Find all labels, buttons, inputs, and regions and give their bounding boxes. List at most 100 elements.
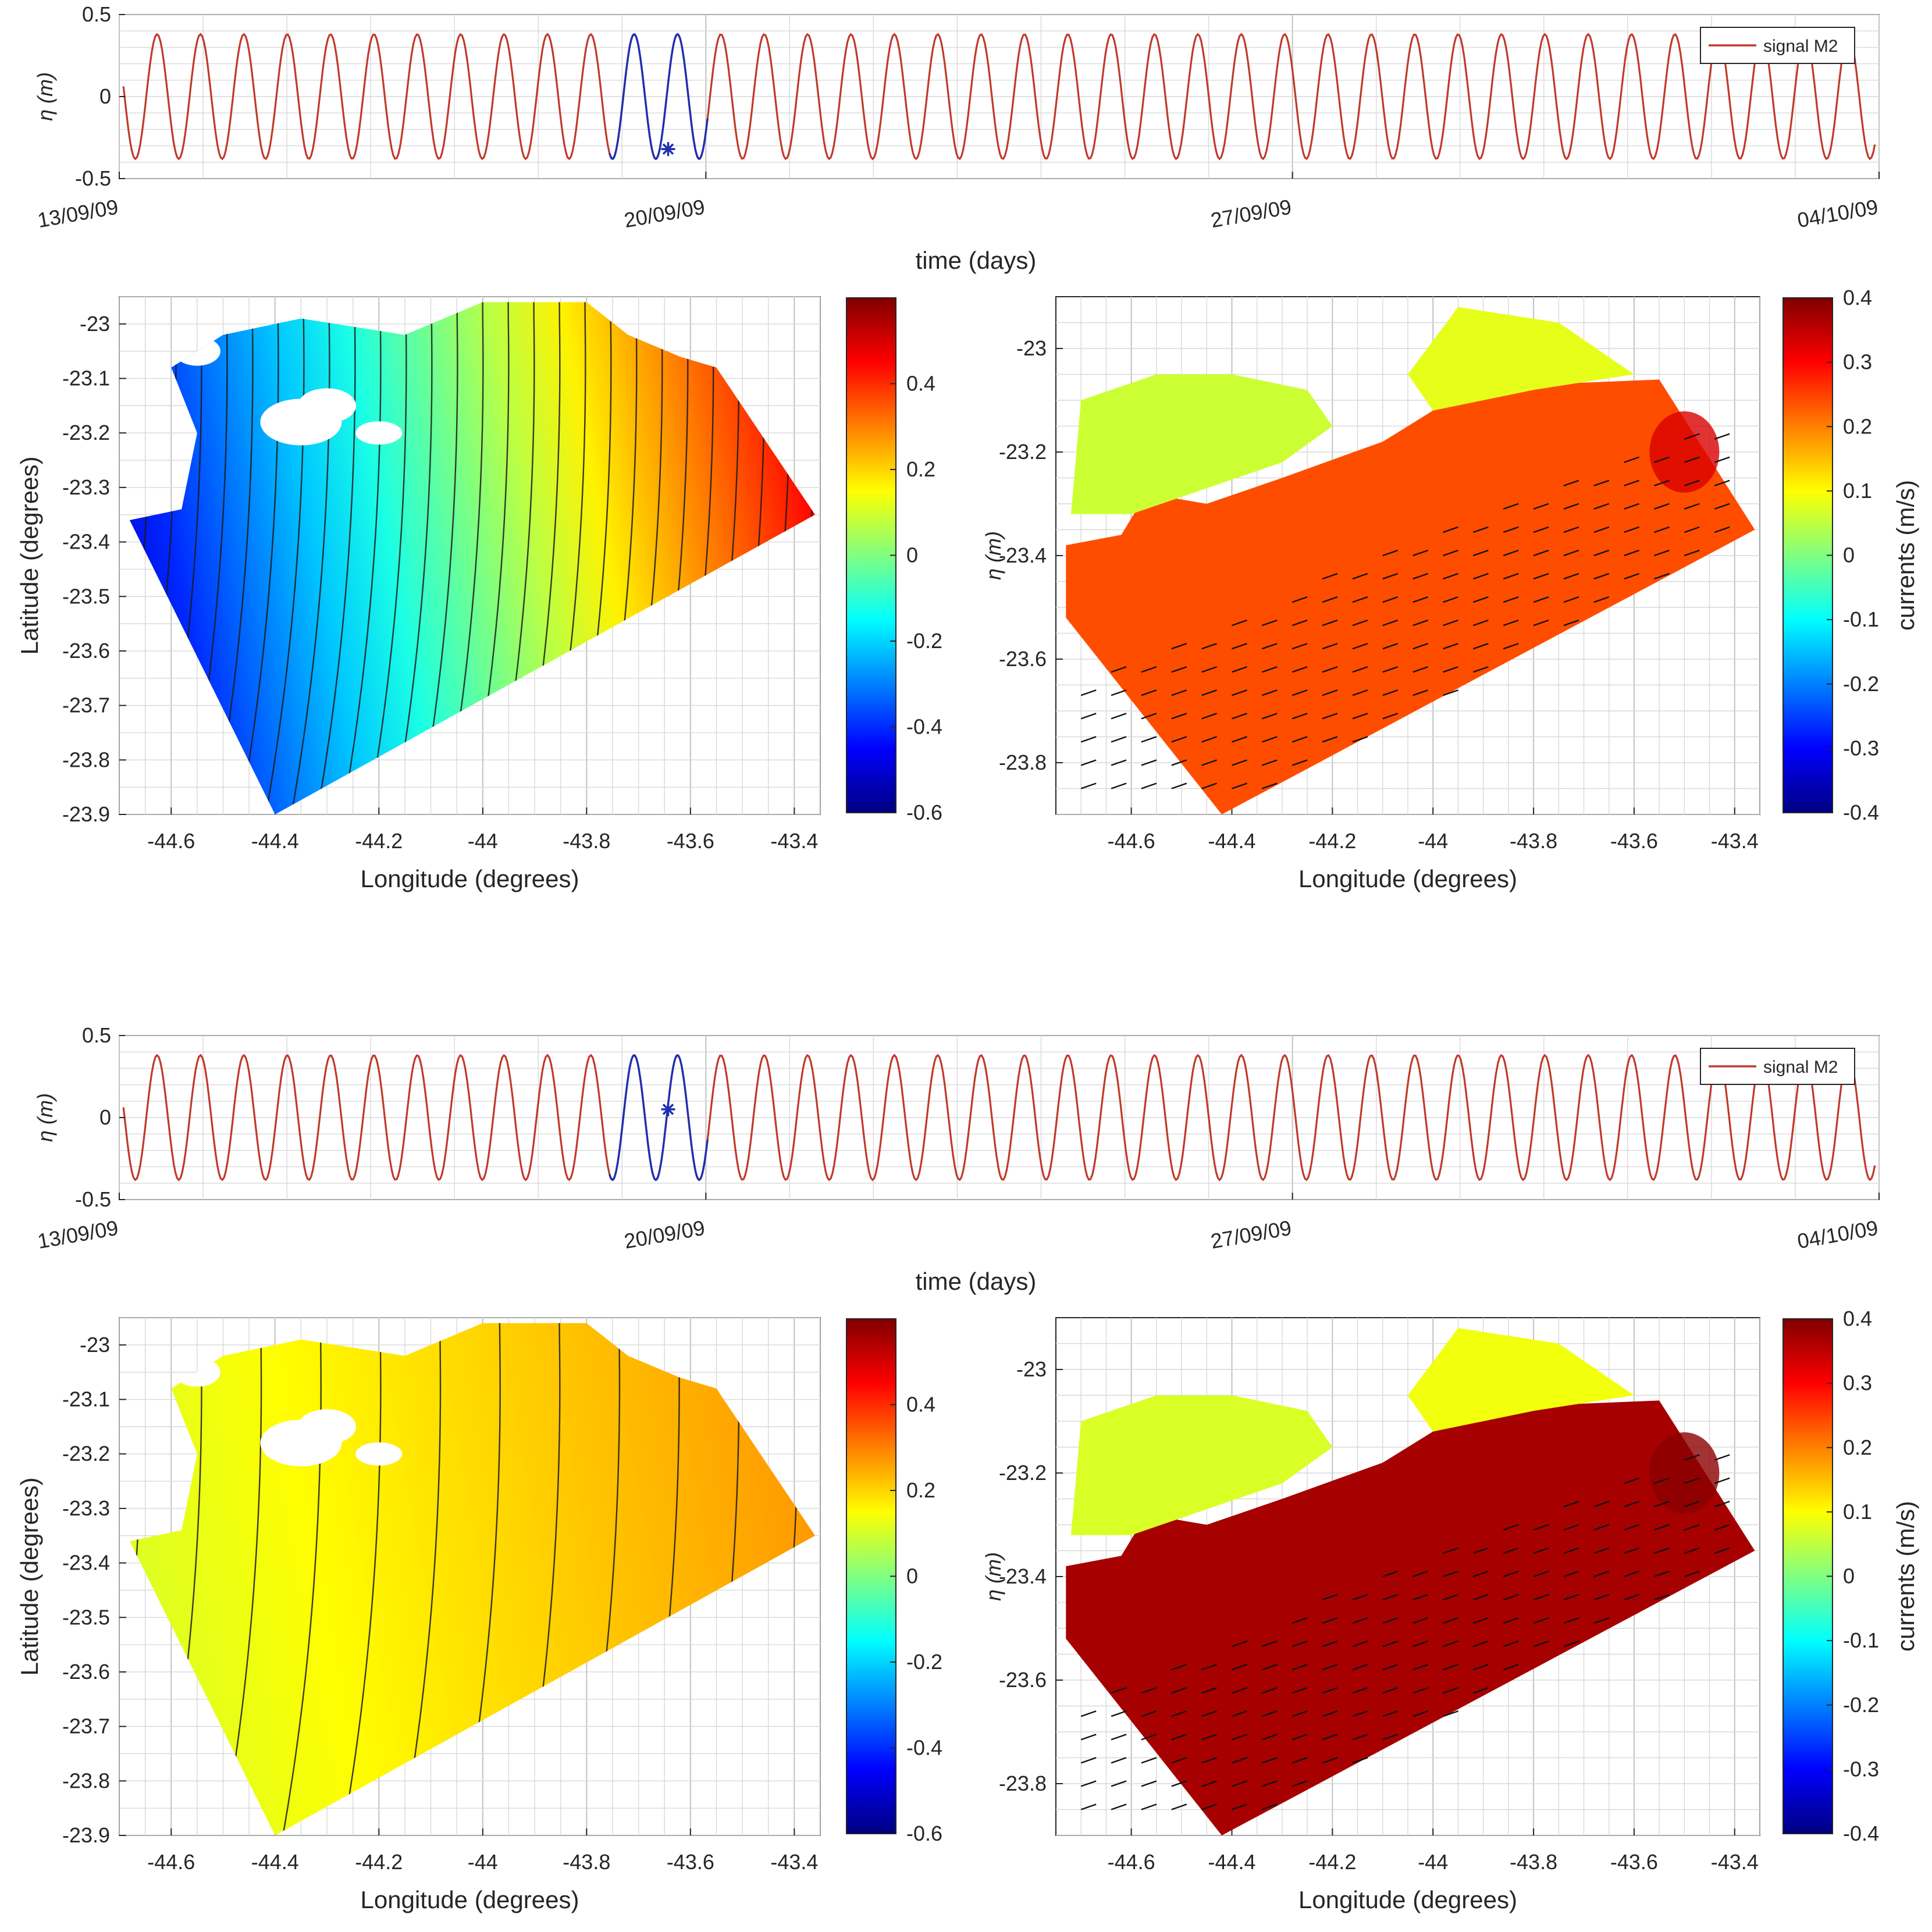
current-vector bbox=[1352, 596, 1368, 603]
current-vector bbox=[1201, 759, 1218, 766]
current-vector bbox=[1291, 1710, 1308, 1717]
current-vector bbox=[1654, 549, 1670, 557]
current-vector bbox=[1503, 526, 1519, 533]
current-vector bbox=[1261, 1780, 1278, 1787]
current-vector bbox=[1232, 1641, 1247, 1648]
current-vector bbox=[1322, 1617, 1338, 1624]
x-tick-label: -43.6 bbox=[667, 829, 714, 853]
current-time-marker bbox=[661, 142, 675, 156]
current-vector bbox=[1684, 549, 1700, 557]
colorbar-tick-label: 0.2 bbox=[906, 457, 935, 481]
current-vector bbox=[1684, 526, 1700, 533]
current-vector bbox=[1111, 1710, 1127, 1717]
contour-line bbox=[222, 1323, 282, 1835]
current-vector bbox=[1322, 1734, 1338, 1741]
current-vector bbox=[1322, 1710, 1338, 1717]
x-tick-label: 27/09/09 bbox=[1209, 1216, 1293, 1254]
current-vector bbox=[1382, 1617, 1399, 1624]
y-axis-label: Latitude (degrees) bbox=[16, 1478, 43, 1676]
current-vector bbox=[1201, 1710, 1218, 1717]
y-axis-label: η (m) bbox=[33, 72, 57, 121]
highlight-window-line bbox=[609, 1054, 709, 1182]
colorbar bbox=[846, 297, 896, 813]
current-vector bbox=[1291, 1734, 1308, 1741]
current-vector bbox=[1443, 1617, 1458, 1624]
current-vector bbox=[1322, 1757, 1338, 1764]
current-vector bbox=[1291, 689, 1308, 696]
currents-field-bay bbox=[1070, 374, 1333, 514]
current-vector bbox=[1080, 1710, 1097, 1717]
current-vector bbox=[1201, 1757, 1218, 1764]
contour-line bbox=[418, 302, 479, 814]
current-vector bbox=[1593, 526, 1610, 533]
current-vector bbox=[1382, 666, 1399, 673]
x-tick-label: -44.2 bbox=[355, 829, 403, 853]
x-tick-label: -44.2 bbox=[355, 1850, 403, 1874]
x-tick-label: -44.4 bbox=[251, 1850, 299, 1874]
colorbar-tick-label: -0.1 bbox=[1843, 607, 1879, 631]
current-vector bbox=[1261, 1803, 1278, 1810]
x-tick-label: -43.4 bbox=[770, 1850, 818, 1874]
colorbar-tick-label: -0.2 bbox=[1843, 1693, 1879, 1717]
y-tick-label: -23.5 bbox=[62, 1605, 110, 1629]
current-vector bbox=[1261, 620, 1278, 627]
y-tick-label: -23 bbox=[80, 1333, 110, 1357]
current-vector bbox=[1412, 1710, 1429, 1717]
current-vector bbox=[1080, 759, 1097, 766]
current-vector bbox=[1684, 479, 1700, 486]
current-vector bbox=[1141, 736, 1157, 743]
y-tick-label: 0 bbox=[99, 84, 111, 108]
current-vector bbox=[1322, 1593, 1338, 1601]
current-vector bbox=[1232, 666, 1247, 673]
current-vector bbox=[1533, 620, 1549, 627]
current-vector bbox=[1352, 572, 1368, 580]
current-vector bbox=[1171, 759, 1187, 766]
current-vector bbox=[1201, 782, 1218, 789]
current-vector bbox=[1563, 503, 1579, 510]
colorbar-tick-label: -0.4 bbox=[906, 715, 942, 739]
current-vector bbox=[1322, 1641, 1338, 1648]
current-vectors bbox=[1080, 1454, 1730, 1810]
current-vector bbox=[1201, 1803, 1218, 1810]
current-vector bbox=[1291, 1687, 1308, 1694]
current-vector bbox=[1141, 1757, 1157, 1764]
current-vector bbox=[1171, 1687, 1187, 1694]
colorbar-tick-label: -0.4 bbox=[1843, 1821, 1879, 1845]
current-vector bbox=[1472, 526, 1489, 533]
currents-field-bay bbox=[1070, 1395, 1333, 1535]
current-vector bbox=[1563, 572, 1579, 580]
elevation-map-panel-bottom: -44.6 -44.4 -44.2 -44 -43.8 -43.6 -43.4 -23 -23.… bbox=[16, 1317, 942, 1913]
current-vector bbox=[1201, 666, 1218, 673]
colorbar-tick-label: -0.4 bbox=[906, 1736, 942, 1760]
current-vector bbox=[1171, 1664, 1187, 1671]
current-vector bbox=[1171, 782, 1187, 789]
current-vector bbox=[1232, 620, 1247, 627]
x-tick-label: -44 bbox=[468, 1850, 498, 1874]
current-vector bbox=[1261, 1641, 1278, 1648]
current-vector bbox=[1352, 1687, 1368, 1694]
current-vector bbox=[1443, 666, 1458, 673]
current-vector bbox=[1443, 596, 1458, 603]
current-vector bbox=[1533, 1524, 1549, 1531]
current-vector bbox=[1593, 1547, 1610, 1554]
current-vector bbox=[1624, 572, 1640, 580]
contour-line bbox=[393, 302, 453, 814]
current-vector bbox=[1201, 713, 1218, 720]
current-vector bbox=[1261, 1757, 1278, 1764]
colorbar-tick-label: 0 bbox=[1843, 543, 1855, 567]
colorbar-tick-label: 0.4 bbox=[1843, 286, 1872, 309]
current-vector bbox=[1322, 713, 1338, 720]
contour-line bbox=[367, 302, 428, 814]
colorbar-tick-label: 0.3 bbox=[1843, 350, 1872, 374]
x-tick-label: -43.6 bbox=[667, 1850, 714, 1874]
current-vector bbox=[1412, 620, 1429, 627]
current-vector bbox=[1472, 596, 1489, 603]
current-vector bbox=[1443, 1593, 1458, 1601]
x-tick-label: -44.2 bbox=[1308, 1850, 1356, 1874]
current-vector bbox=[1624, 1477, 1640, 1484]
tide-timeseries-panel-bottom: 0.5 0 -0.5 13/09/09 20/09/09 27/09/09 04/10/09… bbox=[33, 1023, 1880, 1295]
current-vector bbox=[1382, 572, 1399, 580]
current-vector bbox=[1443, 1570, 1458, 1578]
current-vector bbox=[1352, 1593, 1368, 1601]
series-signal-m2-line bbox=[122, 33, 1876, 161]
